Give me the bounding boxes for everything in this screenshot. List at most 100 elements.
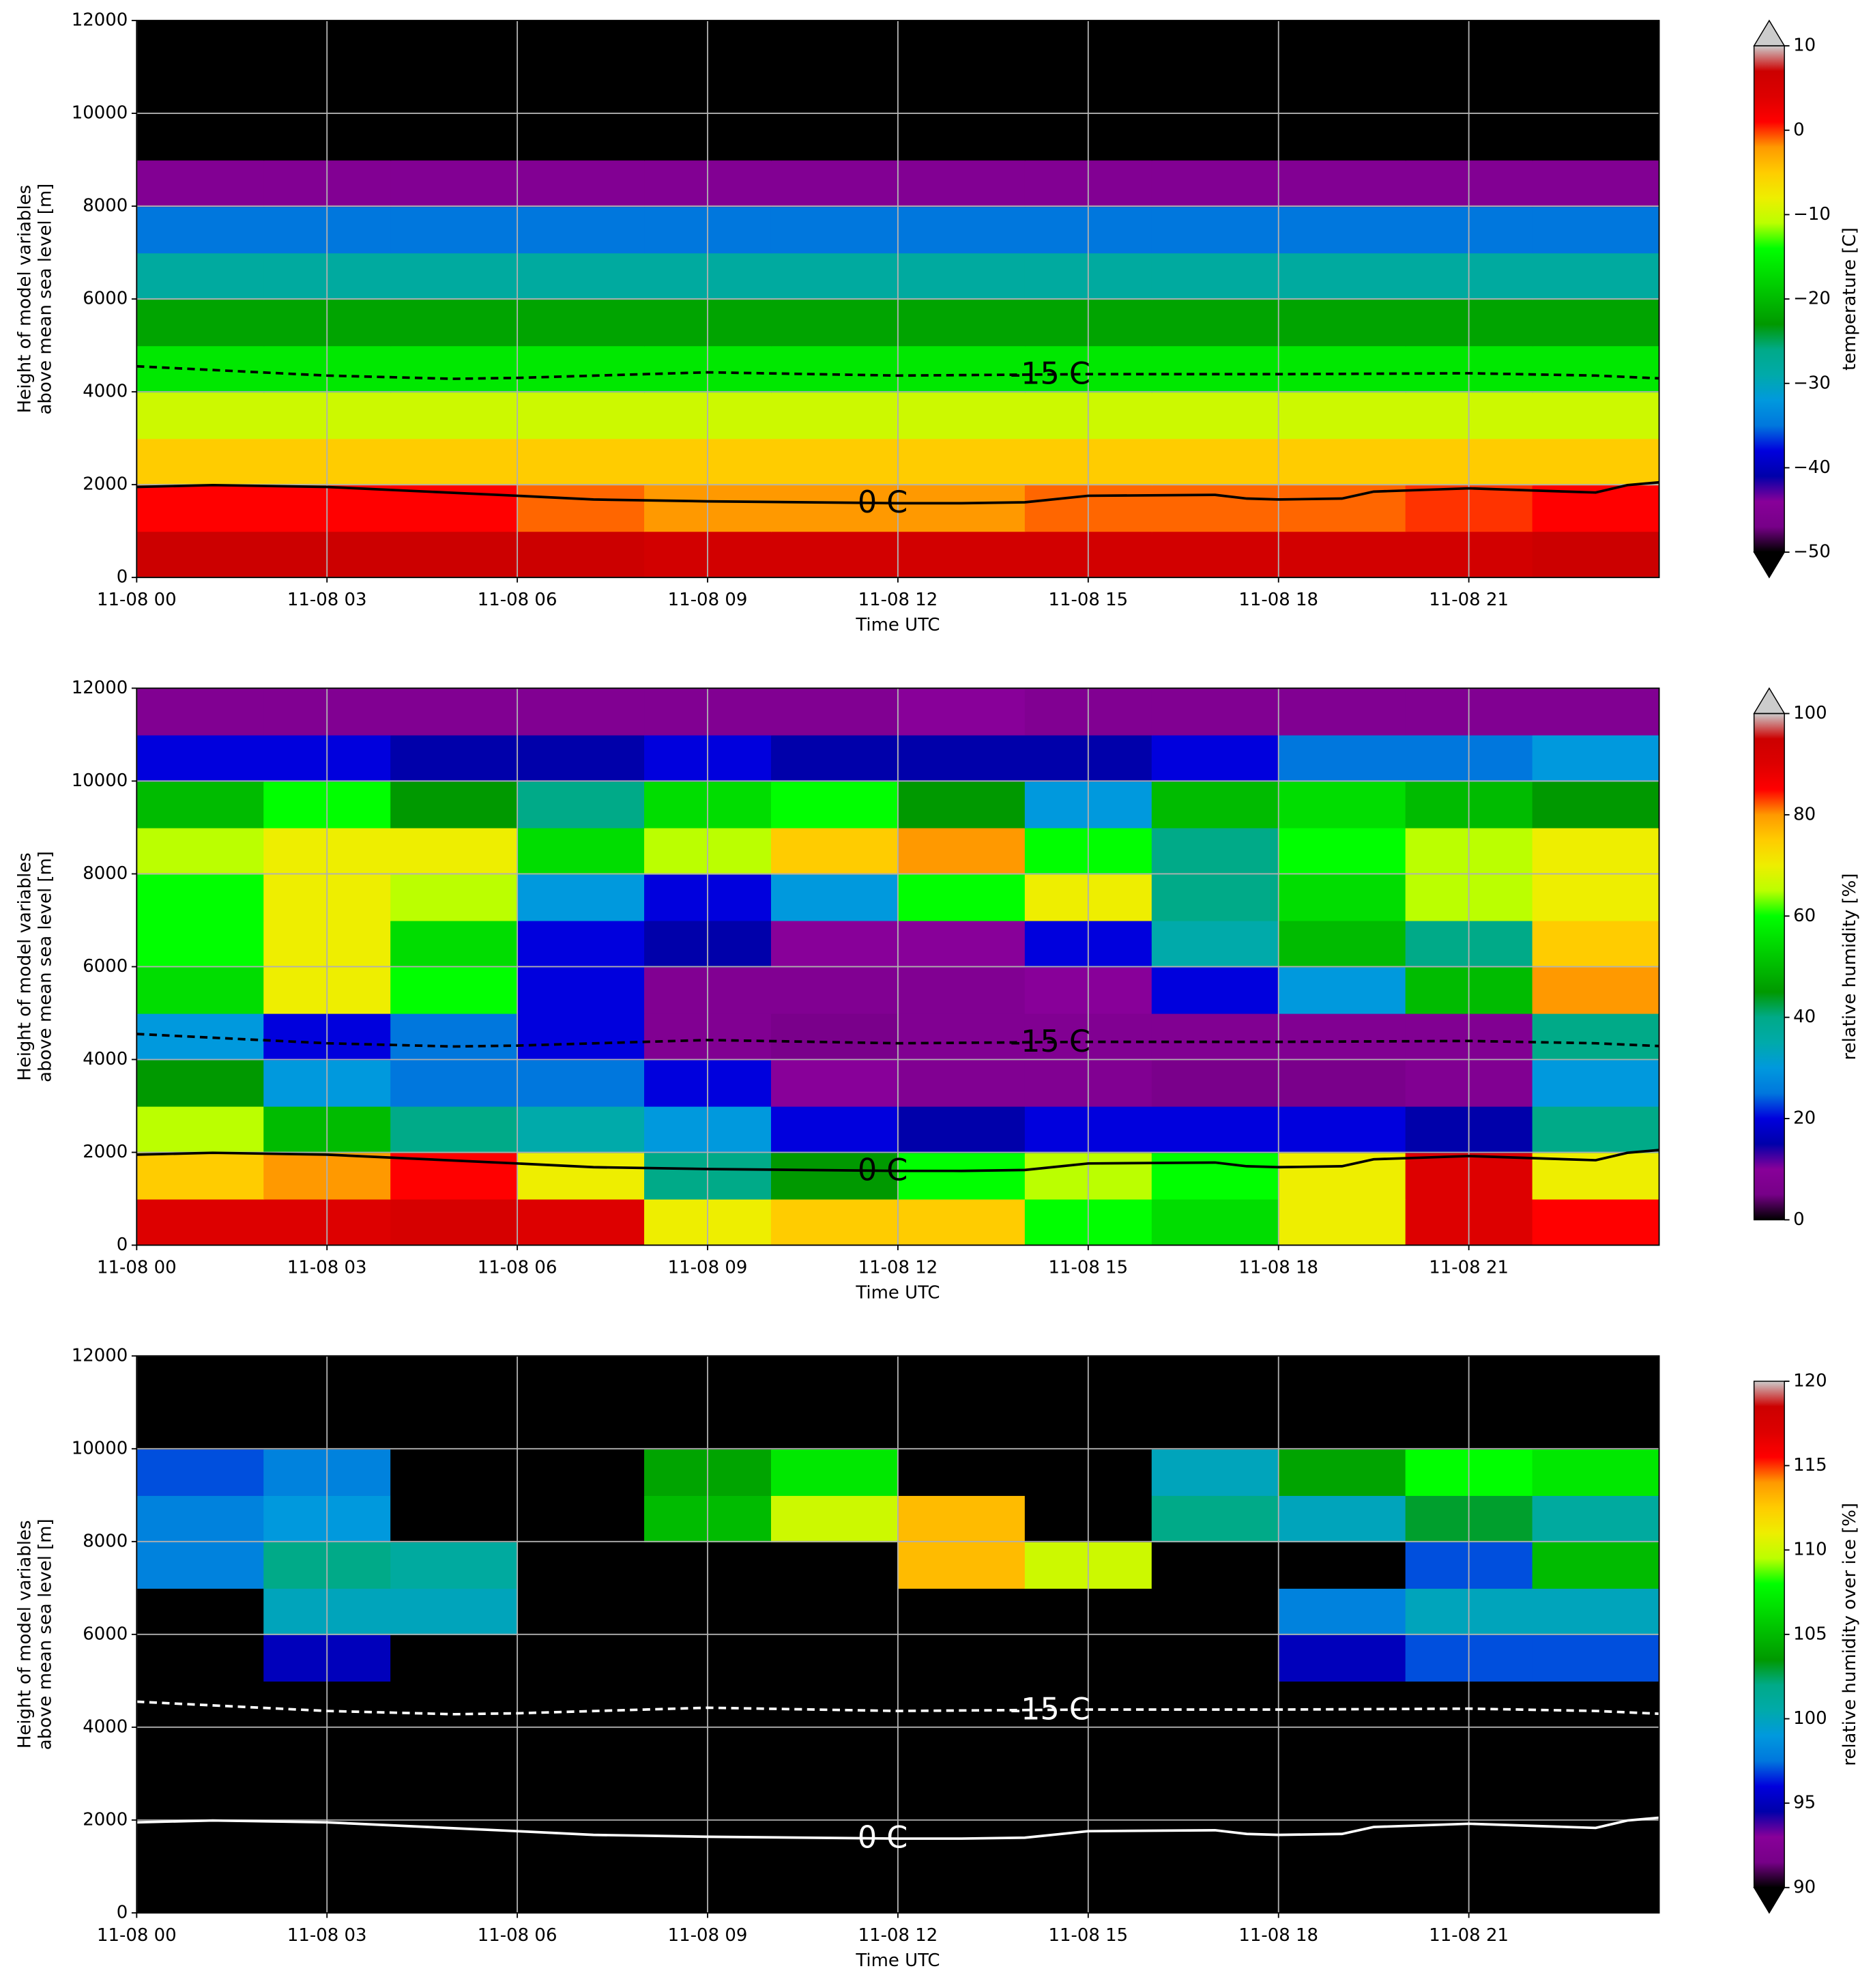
- heatmap-cell: [517, 438, 645, 486]
- heatmap-cell: [1532, 1866, 1659, 1913]
- heatmap-cell: [897, 299, 1026, 347]
- heatmap-cell: [897, 67, 1026, 115]
- colorbar-tick-label: −50: [1793, 542, 1831, 562]
- x-tick-label: 11-08 00: [97, 1257, 177, 1278]
- heatmap-cell: [1151, 1355, 1279, 1403]
- heatmap-cell: [390, 1013, 519, 1061]
- heatmap-cell: [1278, 1819, 1406, 1867]
- heatmap-cell: [897, 1448, 1026, 1496]
- heatmap-cell: [136, 1355, 265, 1403]
- heatmap-cell: [517, 920, 645, 968]
- heatmap-cell: [1151, 1680, 1279, 1728]
- x-tick-label: 11-08 21: [1429, 1257, 1509, 1278]
- y-tick-label: 8000: [83, 863, 128, 884]
- y-tick-label: 8000: [83, 1531, 128, 1551]
- heatmap: [136, 688, 1659, 1245]
- heatmap-cell: [517, 1866, 645, 1913]
- heatmap-cell: [136, 1866, 265, 1913]
- heatmap-cell: [770, 874, 899, 921]
- heatmap-cell: [770, 1680, 899, 1728]
- x-axis-label: Time UTC: [855, 1282, 940, 1303]
- heatmap-cell: [1278, 345, 1406, 393]
- colorbar-extend: [1753, 687, 1786, 715]
- heatmap-cell: [1532, 253, 1659, 300]
- heatmap-cell: [770, 1448, 899, 1496]
- heatmap-cell: [770, 1819, 899, 1867]
- heatmap-cell: [390, 1680, 519, 1728]
- x-tick-label: 11-08 03: [287, 1925, 367, 1946]
- heatmap-cell: [517, 1013, 645, 1061]
- heatmap-cell: [1278, 438, 1406, 486]
- heatmap-cell: [390, 1773, 519, 1821]
- heatmap-cell: [897, 485, 1026, 532]
- heatmap-cell: [770, 531, 899, 578]
- heatmap-cell: [136, 1587, 265, 1635]
- heatmap-cell: [897, 1402, 1026, 1450]
- colorbar-tick-label: 0: [1793, 1209, 1805, 1230]
- heatmap-cell: [1151, 1198, 1279, 1245]
- heatmap-cell: [1151, 1773, 1279, 1821]
- colorbar-tick-label: −20: [1793, 289, 1831, 309]
- x-tick-label: 11-08 06: [478, 1925, 557, 1946]
- heatmap-cell: [897, 1634, 1026, 1682]
- y-tick-label: 12000: [72, 678, 128, 698]
- heatmap-cell: [390, 253, 519, 300]
- heatmap-cell: [770, 1152, 899, 1200]
- heatmap-cell: [1278, 1355, 1406, 1403]
- colorbar-tick-label: 105: [1793, 1624, 1827, 1644]
- heatmap-cell: [1151, 1495, 1279, 1542]
- heatmap-cell: [770, 1866, 899, 1913]
- contour-line: [136, 1149, 1659, 1172]
- heatmap-cell: [1151, 485, 1279, 532]
- heatmap-cell: [390, 1355, 519, 1403]
- colorbar-extend: [1753, 19, 1786, 46]
- heatmap-cell: [136, 827, 265, 875]
- y-tick-label: 4000: [83, 1716, 128, 1737]
- heatmap-cell: [390, 1587, 519, 1635]
- heatmap-cell: [897, 253, 1026, 300]
- colorbar-tick-label: 40: [1793, 1007, 1816, 1027]
- heatmap-cell: [517, 1495, 645, 1542]
- heatmap-cell: [390, 1402, 519, 1450]
- heatmap-cell: [517, 392, 645, 440]
- heatmap-cell: [1278, 1198, 1406, 1245]
- heatmap-cell: [770, 253, 899, 300]
- heatmap-cell: [1151, 67, 1279, 115]
- heatmap-cell: [1278, 253, 1406, 300]
- heatmap-cell: [1151, 206, 1279, 254]
- colorbar-label: relative humidity [%]: [1840, 874, 1860, 1061]
- y-tick-label: 10000: [72, 103, 128, 124]
- contour-label: 0 C: [858, 1821, 908, 1856]
- heatmap-cell: [1151, 1106, 1279, 1153]
- heatmap-cell: [897, 113, 1026, 161]
- heatmap-cell: [136, 966, 265, 1014]
- heatmap-cell: [1151, 781, 1279, 829]
- heatmap-cell: [770, 67, 899, 115]
- heatmap-cell: [770, 1727, 899, 1774]
- heatmap-cell: [897, 1355, 1026, 1403]
- heatmap-cell: [1532, 1587, 1659, 1635]
- heatmap-cell: [517, 531, 645, 578]
- x-tick-label: 11-08 12: [858, 590, 938, 610]
- heatmap-cell: [390, 20, 519, 68]
- heatmap-cell: [897, 1059, 1026, 1107]
- heatmap-cell: [770, 392, 899, 440]
- y-tick-label: 12000: [72, 1345, 128, 1366]
- heatmap-cell: [1532, 966, 1659, 1014]
- colorbar-tick-label: 10: [1793, 35, 1816, 56]
- heatmap-cell: [1532, 874, 1659, 921]
- y-tick-label: 12000: [72, 10, 128, 31]
- heatmap-cell: [1532, 113, 1659, 161]
- heatmap-cell: [517, 67, 645, 115]
- y-tick-label: 10000: [72, 770, 128, 791]
- heatmap-cell: [136, 874, 265, 921]
- heatmap-cell: [390, 392, 519, 440]
- heatmap-cell: [1151, 253, 1279, 300]
- x-tick-label: 11-08 12: [858, 1257, 938, 1278]
- colorbar-tick-label: −40: [1793, 457, 1831, 478]
- heatmap-cell: [1278, 67, 1406, 115]
- contour-label: 0 C: [858, 1153, 908, 1187]
- heatmap-cell: [1151, 345, 1279, 393]
- heatmap-cell: [136, 1448, 265, 1496]
